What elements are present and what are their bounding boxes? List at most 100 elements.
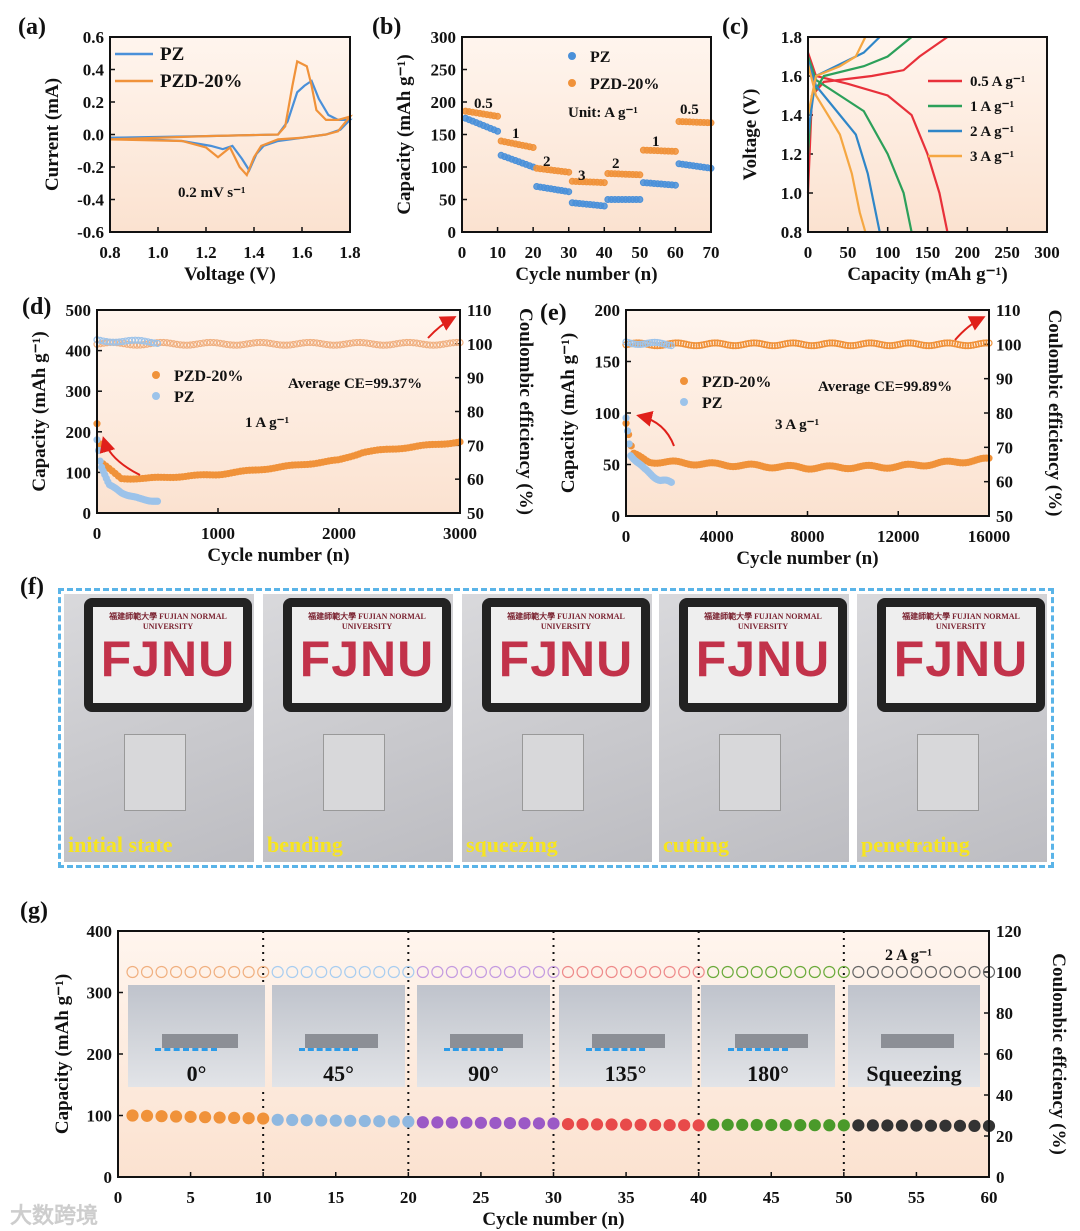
photo-label: bending <box>267 832 343 857</box>
data-point <box>223 340 231 349</box>
data-point <box>953 1119 967 1132</box>
data-point <box>474 965 488 979</box>
data-point <box>226 341 234 349</box>
data-point <box>773 341 782 350</box>
data-point <box>828 339 836 347</box>
data-point <box>667 478 675 486</box>
legend-label: 2 A g⁻¹ <box>970 124 1014 140</box>
series-pzd-20- <box>622 419 993 473</box>
x-tick-label: 2000 <box>322 524 356 543</box>
y-tick-label: 0.8 <box>781 223 802 242</box>
data-point <box>379 341 388 349</box>
photo-label: penetrating <box>861 832 970 857</box>
data-point <box>736 1118 749 1131</box>
data-point <box>766 341 774 350</box>
data-point <box>155 965 168 979</box>
x-tick-label: 3000 <box>443 524 477 543</box>
data-point <box>765 1118 778 1132</box>
data-point <box>565 188 573 196</box>
data-point <box>808 965 821 979</box>
data-point <box>927 341 936 350</box>
series-45-ce <box>271 965 415 979</box>
legend-pzd-20-swatch <box>152 371 160 379</box>
y-tick-label: 150 <box>595 353 621 372</box>
data-point <box>130 341 138 349</box>
red-arrow-left <box>636 411 675 447</box>
data-point <box>823 339 831 347</box>
data-point <box>271 965 284 979</box>
inset-label: Squeezing <box>866 1061 962 1086</box>
y2-tick-label: 90 <box>996 370 1013 389</box>
data-point <box>474 1116 488 1129</box>
data-point <box>296 339 304 347</box>
y2-tick-label: 50 <box>996 507 1013 526</box>
data-point <box>329 965 342 979</box>
data-point <box>590 1118 604 1131</box>
photo-label: squeezing <box>466 832 558 857</box>
data-point <box>166 339 174 347</box>
data-point <box>126 1109 139 1122</box>
legend-pz: PZ <box>590 49 610 66</box>
data-point <box>419 340 427 348</box>
x-tick-label: 0 <box>804 243 813 262</box>
x-tick-label: 15 <box>327 1188 344 1207</box>
y-tick-label: 1.6 <box>781 67 802 86</box>
y-tick-label: 0 <box>83 504 92 523</box>
x-tick-label: 5 <box>186 1188 195 1207</box>
data-point <box>446 339 454 347</box>
data-point <box>943 339 951 347</box>
sign-header: 福建師範大學 FUJIAN NORMAL UNIVERSITY <box>902 612 1020 631</box>
chart-c: 0 50 100 150 200 250 300 0.8 1.0 1.2 1.4 1.6 1.8 Capa… <box>740 28 1060 285</box>
x-tick-label: 0 <box>93 524 102 543</box>
data-point <box>692 965 705 979</box>
data-point <box>547 965 560 979</box>
x-tick-label: 100 <box>875 243 901 262</box>
data-point <box>605 1118 618 1131</box>
series-squeezing-ce <box>852 965 996 979</box>
y2-axis-title: Coulombic efficiency (%) <box>515 308 536 515</box>
data-point <box>263 339 271 347</box>
led-sign: 福建師範大學 FUJIAN NORMAL UNIVERSITY FJNU <box>877 598 1045 712</box>
data-point <box>895 1119 909 1132</box>
x-tick-label: 60 <box>981 1188 998 1207</box>
data-point <box>199 339 208 347</box>
data-point <box>184 1110 197 1123</box>
data-point <box>186 341 194 349</box>
data-point <box>886 342 894 350</box>
x-tick-label: 25 <box>472 1188 489 1207</box>
data-point <box>852 1119 865 1132</box>
data-point <box>907 339 915 347</box>
photo-cutting: 福建師範大學 FUJIAN NORMAL UNIVERSITY FJNU cut… <box>659 594 849 862</box>
data-point <box>431 965 444 979</box>
inset-photo: Squeezing <box>848 985 980 1087</box>
data-point <box>678 965 691 979</box>
legend-label: 1 A g⁻¹ <box>970 99 1014 115</box>
data-point <box>941 339 949 347</box>
rate-label: 1 <box>512 126 520 142</box>
data-point <box>860 340 868 348</box>
unit-annotation: Unit: A g⁻¹ <box>568 105 638 121</box>
data-point <box>150 339 158 347</box>
data-point <box>844 341 852 350</box>
legend-pz-swatch <box>152 392 160 400</box>
inset-photo: 90° <box>417 985 550 1087</box>
x-tick-label: 1.0 <box>147 243 168 262</box>
data-point <box>163 339 171 347</box>
data-point <box>271 1113 284 1126</box>
data-point <box>648 338 656 347</box>
data-point <box>974 340 983 348</box>
chart-b: 0 10 20 30 40 50 60 70 0 50 100 150 200 250 300 Cycle n… <box>394 28 720 285</box>
watermark: 大数跨境 <box>10 1204 99 1229</box>
photo-strip-frame <box>58 588 1054 868</box>
series-135-ce <box>561 965 705 979</box>
data-point <box>750 1118 763 1132</box>
data-point <box>300 1114 313 1127</box>
series-line <box>806 52 949 233</box>
data-point <box>173 340 181 348</box>
x-tick-label: 10 <box>489 243 506 262</box>
data-point <box>794 339 802 348</box>
data-point <box>416 1116 429 1129</box>
y2-tick-label: 120 <box>996 922 1022 941</box>
legend-pzd-20: PZD-20% <box>160 71 242 92</box>
